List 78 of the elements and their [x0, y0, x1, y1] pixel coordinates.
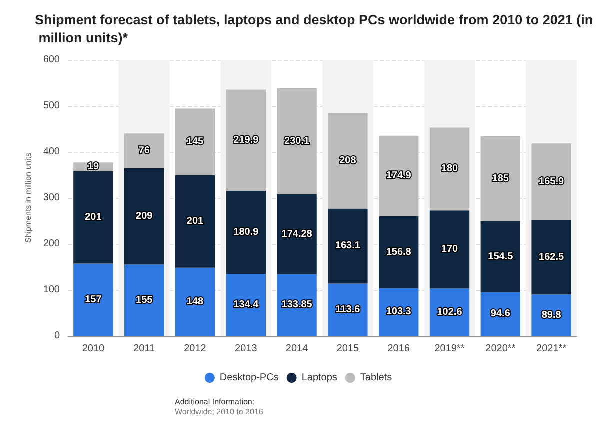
data-label: 219.9	[234, 134, 260, 146]
text: Additional Information:	[175, 398, 255, 406]
data-label: 89.8	[542, 310, 562, 321]
data-label: 162.5	[539, 252, 564, 263]
bar	[480, 292, 520, 336]
data-label: 170	[441, 244, 459, 256]
data-label: 201	[85, 212, 102, 224]
x-tick-label: 2020**	[486, 344, 516, 354]
x-tick-label: 2021**	[536, 344, 567, 354]
x-tick-label: 2019**	[434, 344, 465, 354]
bar	[379, 136, 419, 216]
data-label: 133.85	[282, 300, 313, 311]
data-label: 174.28	[282, 228, 313, 240]
bar	[226, 274, 266, 336]
x-tick-label: 2014	[286, 344, 309, 354]
text: Worldwide; 2010 to 2016	[175, 408, 264, 416]
x-tick-label: 2012	[184, 344, 207, 354]
data-label: 157	[85, 294, 102, 306]
x-tick-label: 2011	[134, 344, 156, 354]
data-label: 180.9	[234, 227, 260, 238]
bar	[74, 171, 114, 264]
data-label: 208	[340, 155, 357, 166]
bar	[74, 264, 114, 336]
x-tick-label: 2015	[336, 344, 360, 354]
data-label: 76	[138, 146, 150, 157]
data-label: 113.6	[336, 304, 361, 316]
bar	[175, 108, 216, 176]
legend-label: Tablets	[360, 372, 392, 384]
y-tick-label: 0	[54, 330, 60, 342]
x-tick-label: 2010	[82, 344, 106, 354]
y-axis-title: Shipments in million units	[24, 152, 33, 244]
bar	[430, 210, 470, 289]
bar	[532, 144, 572, 220]
data-label: 134.4	[234, 300, 260, 311]
bar	[277, 274, 317, 336]
data-label: 156.8	[386, 246, 412, 258]
bar	[175, 268, 216, 336]
y-tick-label: 400	[43, 146, 60, 158]
bar	[480, 221, 520, 292]
y-tick-label: 200	[43, 238, 60, 250]
x-tick-label: 2016	[388, 344, 410, 354]
y-tick-label: 600	[43, 54, 60, 66]
data-label: 163.1	[335, 240, 361, 252]
data-label: 94.6	[490, 308, 511, 320]
chart-title: Shipment forecast of tablets, laptops and desktop PCs worldwide from 2010 to 2021 (in million units)*	[35, 12, 594, 46]
data-label: 165.9	[539, 176, 564, 188]
data-label: 154.5	[488, 251, 514, 262]
legend-label: Laptops	[302, 372, 338, 384]
y-tick-label: 100	[43, 284, 60, 296]
data-label: 155	[136, 294, 154, 306]
bar	[277, 88, 317, 194]
data-label: 148	[186, 296, 204, 308]
data-label: 145	[186, 136, 204, 148]
data-label: 201	[186, 216, 204, 228]
bar	[480, 136, 520, 222]
bar	[277, 194, 317, 274]
bar	[379, 216, 419, 288]
x-tick-label: 2013	[235, 344, 258, 354]
data-label: 180	[441, 164, 459, 175]
bar	[532, 220, 572, 295]
bar	[124, 264, 164, 336]
bar	[124, 134, 164, 169]
legend-label: Desktop-PCs	[220, 372, 279, 384]
data-label: 102.6	[437, 306, 463, 318]
bar	[328, 284, 368, 336]
data-label: 103.3	[386, 306, 412, 318]
bar	[328, 208, 368, 284]
bar	[226, 190, 266, 274]
data-label: 230.1	[284, 136, 310, 147]
bar	[532, 294, 572, 336]
data-label: 174.9	[386, 170, 412, 182]
y-tick-label: 500	[43, 100, 60, 112]
data-label: 19	[88, 161, 100, 172]
bar	[430, 128, 470, 211]
bar	[175, 175, 216, 268]
data-label: 185	[492, 173, 510, 184]
data-label: 209	[136, 211, 154, 222]
y-tick-label: 300	[43, 192, 60, 204]
